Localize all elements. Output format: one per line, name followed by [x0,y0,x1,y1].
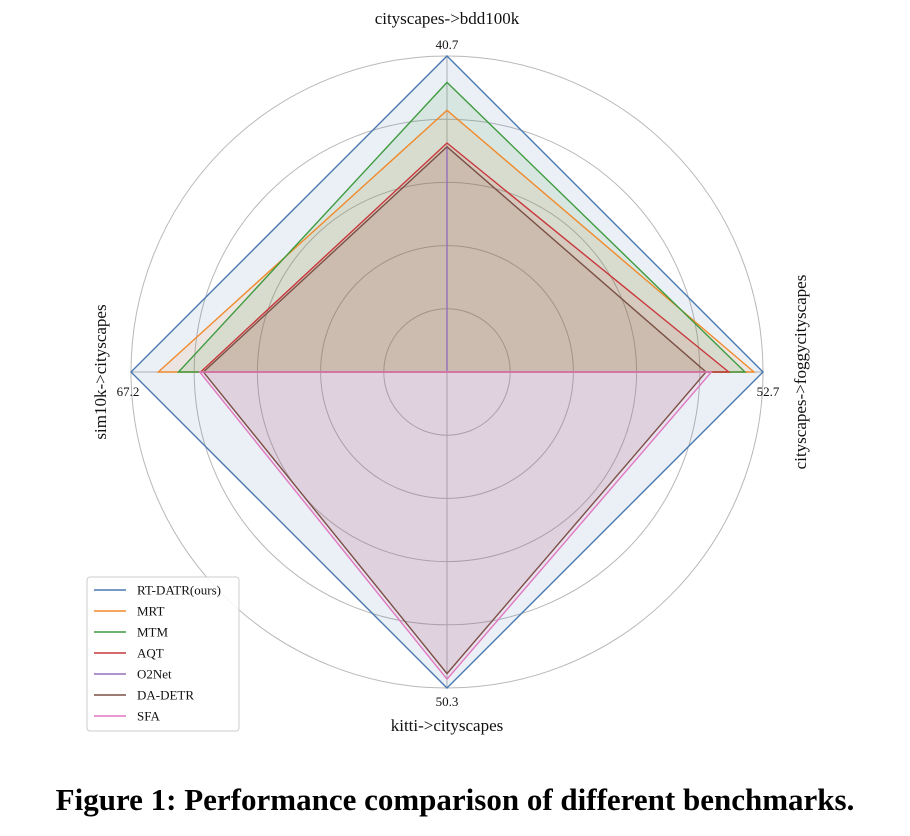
legend-item-sfa: SFA [94,709,160,724]
series-fill-mrt [158,110,755,373]
series-lines [130,55,764,689]
series-line-da-detr [202,145,707,675]
series-fill-da-detr [203,146,706,674]
legend-box [86,576,240,732]
legend-label: MTM [137,625,169,640]
series-fill-sfa [199,372,712,680]
series-line-rt-datr-ours [130,55,764,689]
axis-label-kitti-cityscapes: kitti->cityscapes [391,716,504,735]
axis-max-cityscapes-bdd100k: 40.7 [436,37,459,52]
axis-label-cityscapes-bdd100k: cityscapes->bdd100k [375,9,520,28]
series-fill-aqt [200,143,729,372]
legend-label: MRT [137,604,164,619]
legend-label: AQT [137,646,164,661]
axis-max-sim10k-cityscapes: 67.2 [117,384,140,399]
axis-label-sim10k-cityscapes: sim10k->cityscapes [91,304,110,439]
legend-label: O2Net [137,667,172,682]
legend-label: DA-DETR [137,688,194,703]
axis-label-cityscapes-foggycityscapes: cityscapes->foggycityscapes [791,275,810,470]
axis-labels: cityscapes->bdd100k 40.7 cityscapes->foggy… [91,9,810,735]
legend-label: SFA [137,709,160,724]
legend-item-mrt: MRT [94,604,164,619]
axis-max-cityscapes-foggycityscapes: 52.7 [757,384,780,399]
legend-item-da-detr: DA-DETR [94,688,194,703]
figure-caption: Figure 1: Performance comparison of diff… [55,782,855,817]
legend-label: RT-DATR(ours) [137,583,221,598]
legend-item-o2net: O2Net [94,667,172,682]
legend-item-rt-datr-ours: RT-DATR(ours) [94,583,221,598]
legend-item-mtm: MTM [94,625,169,640]
legend: RT-DATR(ours) MRT MTM AQT O2Net DA-DETR SFA [86,576,240,732]
series-fill-mtm [178,82,745,373]
radar-chart: cityscapes->bdd100k 40.7 cityscapes->foggy… [86,9,810,735]
legend-item-aqt: AQT [94,646,164,661]
series-line-sfa [198,371,713,681]
axis-max-kitti-cityscapes: 50.3 [436,694,459,709]
